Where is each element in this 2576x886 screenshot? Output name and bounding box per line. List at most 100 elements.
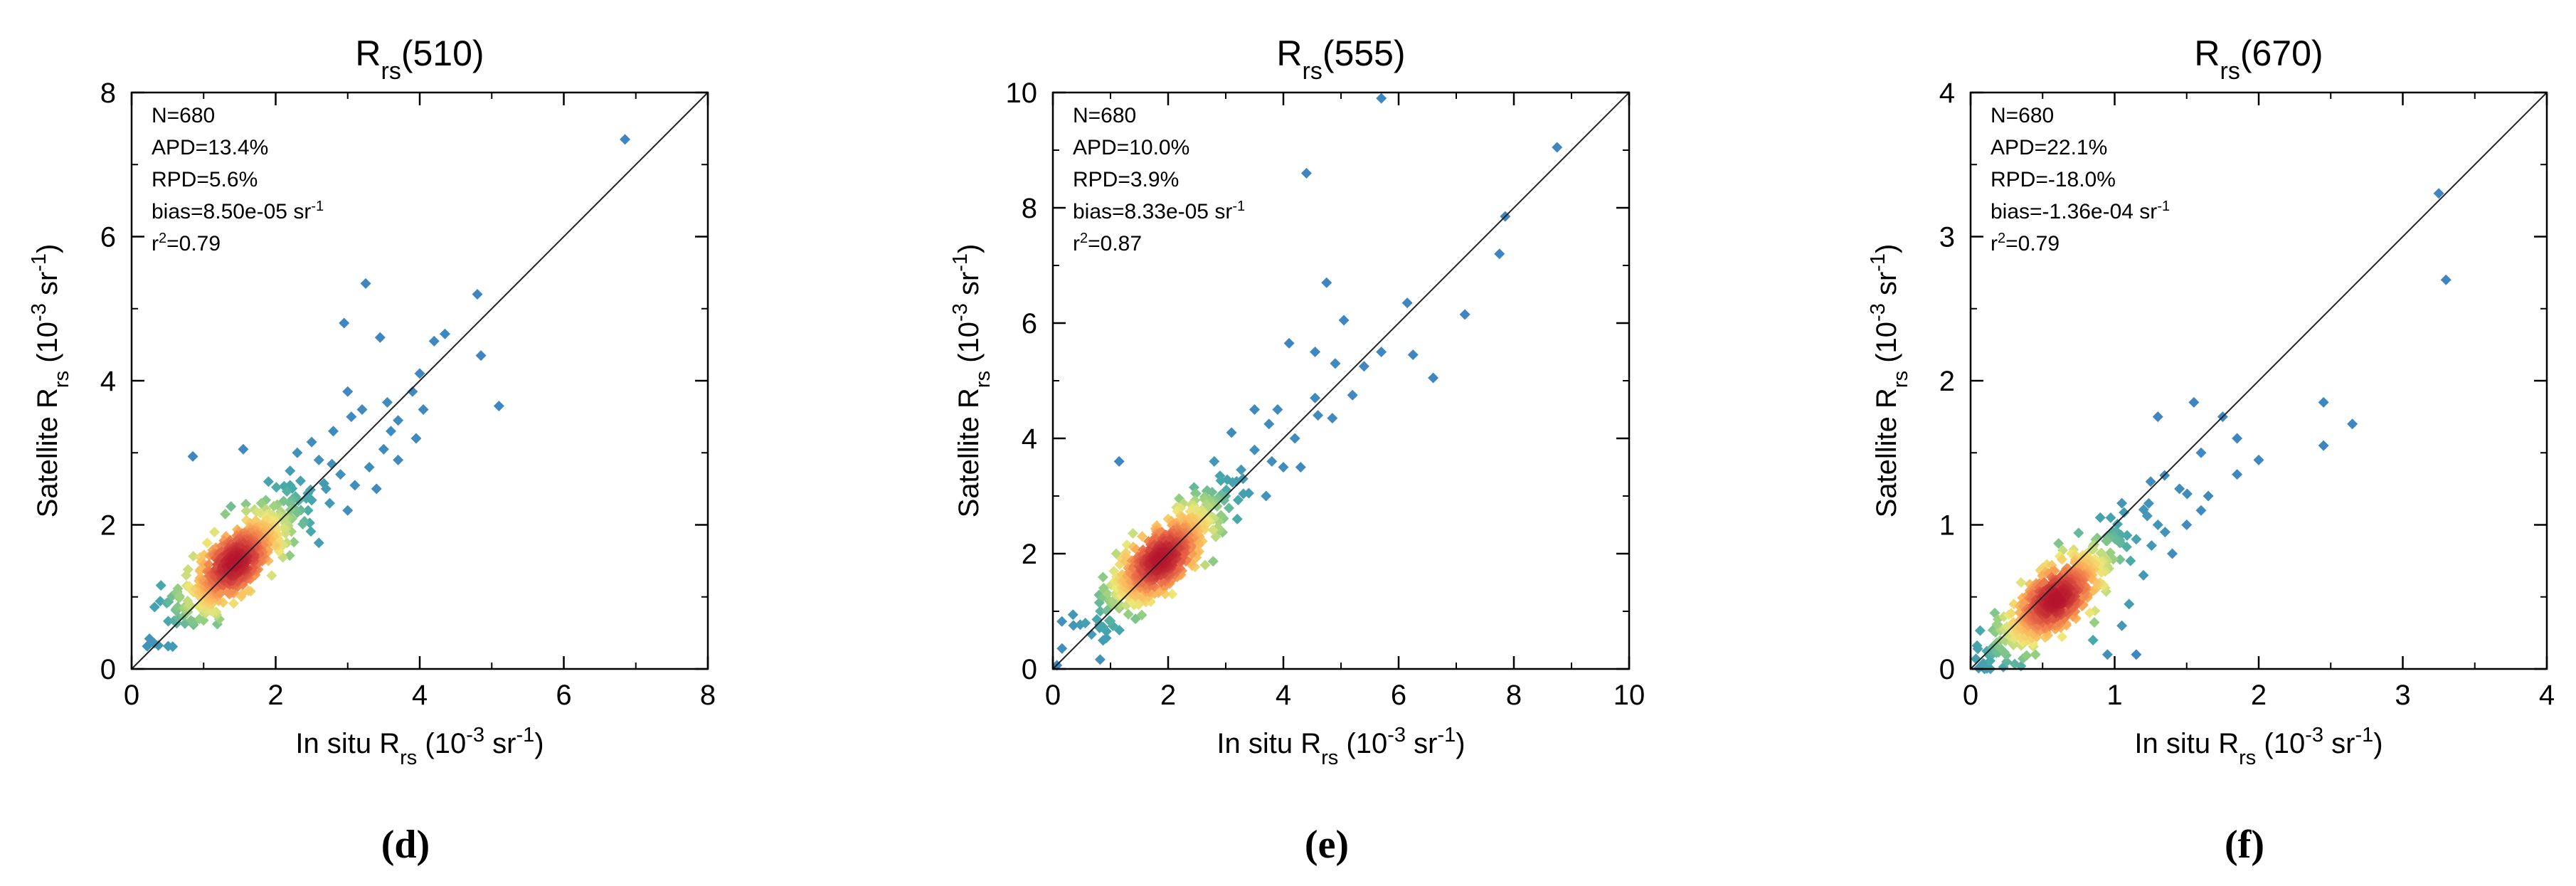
panel-caption: (e) (1305, 823, 1349, 867)
title-text: R (2194, 33, 2220, 73)
title-subscript: rs (381, 58, 401, 85)
label-text: In situ R (2134, 728, 2239, 759)
one-to-one-line (1970, 92, 2548, 670)
scatter-point (418, 404, 429, 415)
scatter-point (2440, 274, 2452, 285)
y-tick-label: 2 (1939, 366, 1955, 397)
scatter-point (1232, 495, 1244, 506)
scatter-point (2125, 555, 2136, 566)
y-tick-label: 4 (1022, 423, 1037, 455)
scatter-point (360, 278, 371, 289)
scatter-point (1207, 556, 1219, 567)
stat-superscript: -1 (2157, 199, 2170, 214)
label-text: (10 (32, 322, 63, 371)
scatter-point (220, 508, 231, 520)
scatter-point (2131, 534, 2142, 545)
scatter-point (2101, 649, 2113, 660)
label-superscript: -1 (949, 253, 972, 272)
scatter-point (2089, 617, 2100, 628)
scatter-point (2053, 538, 2064, 549)
label-superscript: -3 (466, 724, 484, 747)
label-text: ) (953, 244, 985, 253)
scatter-point (2141, 510, 2153, 522)
chart-title: Rrs(555) (1276, 33, 1405, 85)
scatter-point (2105, 512, 2116, 524)
scatter-point (240, 505, 252, 517)
scatter-point (2433, 188, 2444, 199)
scatter-point (1321, 277, 1332, 288)
label-superscript: -3 (1867, 303, 1889, 322)
label-superscript: -1 (28, 253, 51, 272)
scatter-point (1974, 625, 1986, 636)
stat-r2: r2=0.79 (152, 231, 221, 255)
label-text: (10 (1338, 728, 1387, 759)
scatter-point (288, 537, 300, 548)
scatter-point (1215, 475, 1226, 486)
label-subscript: rs (1889, 371, 1912, 388)
scatter-point (2001, 656, 2013, 668)
scatter-point (1101, 633, 1112, 644)
x-tick-label: 3 (2395, 680, 2410, 711)
scatter-point (386, 426, 396, 437)
scatter-point (1327, 413, 1338, 424)
x-axis-label: In situ Rrs (10-3 sr-1) (295, 724, 544, 769)
scatter-point (172, 583, 184, 594)
panel-caption: (d) (381, 823, 430, 867)
scatter-point (149, 601, 160, 613)
stat-n: N=680 (1073, 104, 1136, 127)
scatter-point (349, 480, 361, 491)
scatter-point (1263, 418, 1275, 430)
scatter-point (620, 134, 631, 145)
scatter-point (1128, 528, 1139, 539)
scatter-point (335, 469, 346, 480)
scatter-point (2167, 548, 2178, 559)
scatter-point (2056, 554, 2067, 565)
scatter-point (1236, 464, 1247, 475)
label-text: (10 (417, 728, 466, 759)
y-tick-label: 2 (1022, 539, 1037, 570)
scatter-point (194, 566, 206, 577)
scatter-point (1094, 654, 1106, 665)
label-subscript: rs (1321, 747, 1338, 769)
x-tick-label: 0 (124, 680, 139, 711)
scatter-point (2253, 454, 2264, 465)
stat-text: bias=8.33e-05 sr (1073, 200, 1232, 223)
scatter-point (2146, 540, 2157, 552)
label-text: sr (1406, 728, 1437, 759)
scatter-point (281, 486, 292, 497)
scatter-point (226, 501, 237, 512)
scatter-point (381, 396, 393, 408)
scatter-point (1261, 490, 1272, 502)
scatter-point (1097, 571, 1108, 583)
stat-superscript: 2 (1998, 231, 2005, 246)
scatter-point (1137, 531, 1148, 542)
scatter-point (1102, 588, 1113, 599)
label-superscript: -3 (28, 303, 51, 322)
scatter-point (1376, 347, 1387, 357)
scatter-point (2145, 476, 2156, 487)
title-subscript: rs (2220, 58, 2240, 85)
scatter-point (1056, 616, 1068, 627)
scatter-point (1300, 167, 1312, 179)
y-tick-label: 0 (1022, 654, 1037, 685)
scatter-point (1105, 616, 1116, 627)
scatter-point (1221, 474, 1233, 485)
scatter-point (1207, 524, 1219, 536)
scatter-point (2052, 594, 2063, 606)
scatter-point (1238, 488, 1249, 500)
label-superscript: -1 (516, 724, 534, 747)
stat-rpd: RPD=3.9% (1073, 168, 1179, 191)
scatter-point (1278, 462, 1289, 473)
scatter-point (1086, 628, 1097, 640)
x-tick-label: 4 (412, 680, 428, 711)
y-tick-label: 2 (100, 510, 116, 542)
y-axis-label: Satellite Rrs (10-3 sr-1) (28, 244, 73, 518)
scatter-point (428, 335, 440, 347)
x-tick-label: 10 (1613, 680, 1645, 711)
scatter-point (2203, 490, 2214, 502)
scatter-point (295, 475, 306, 487)
x-tick-label: 0 (1963, 680, 1978, 711)
y-tick-label: 6 (100, 222, 116, 253)
y-tick-label: 8 (1022, 193, 1037, 224)
